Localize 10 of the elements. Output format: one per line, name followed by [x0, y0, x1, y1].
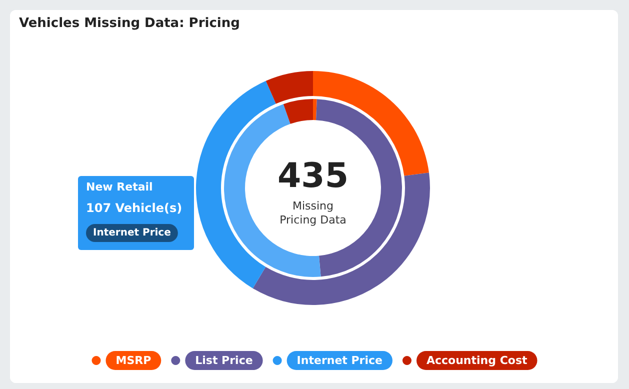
legend-label: MSRP: [116, 354, 152, 367]
text: Internet Price: [93, 228, 172, 238]
text: 107 Vehicle(s): [86, 201, 182, 215]
legend-label: List Price: [195, 354, 253, 367]
legend-label: Accounting Cost: [426, 354, 528, 367]
legend-label: Internet Price: [296, 354, 382, 367]
text: New Retail: [86, 180, 153, 194]
text: Missing Pricing Data: [280, 200, 346, 226]
chart-title: Vehicles Missing Data: Pricing: [19, 16, 240, 31]
text: 435: [278, 156, 348, 196]
